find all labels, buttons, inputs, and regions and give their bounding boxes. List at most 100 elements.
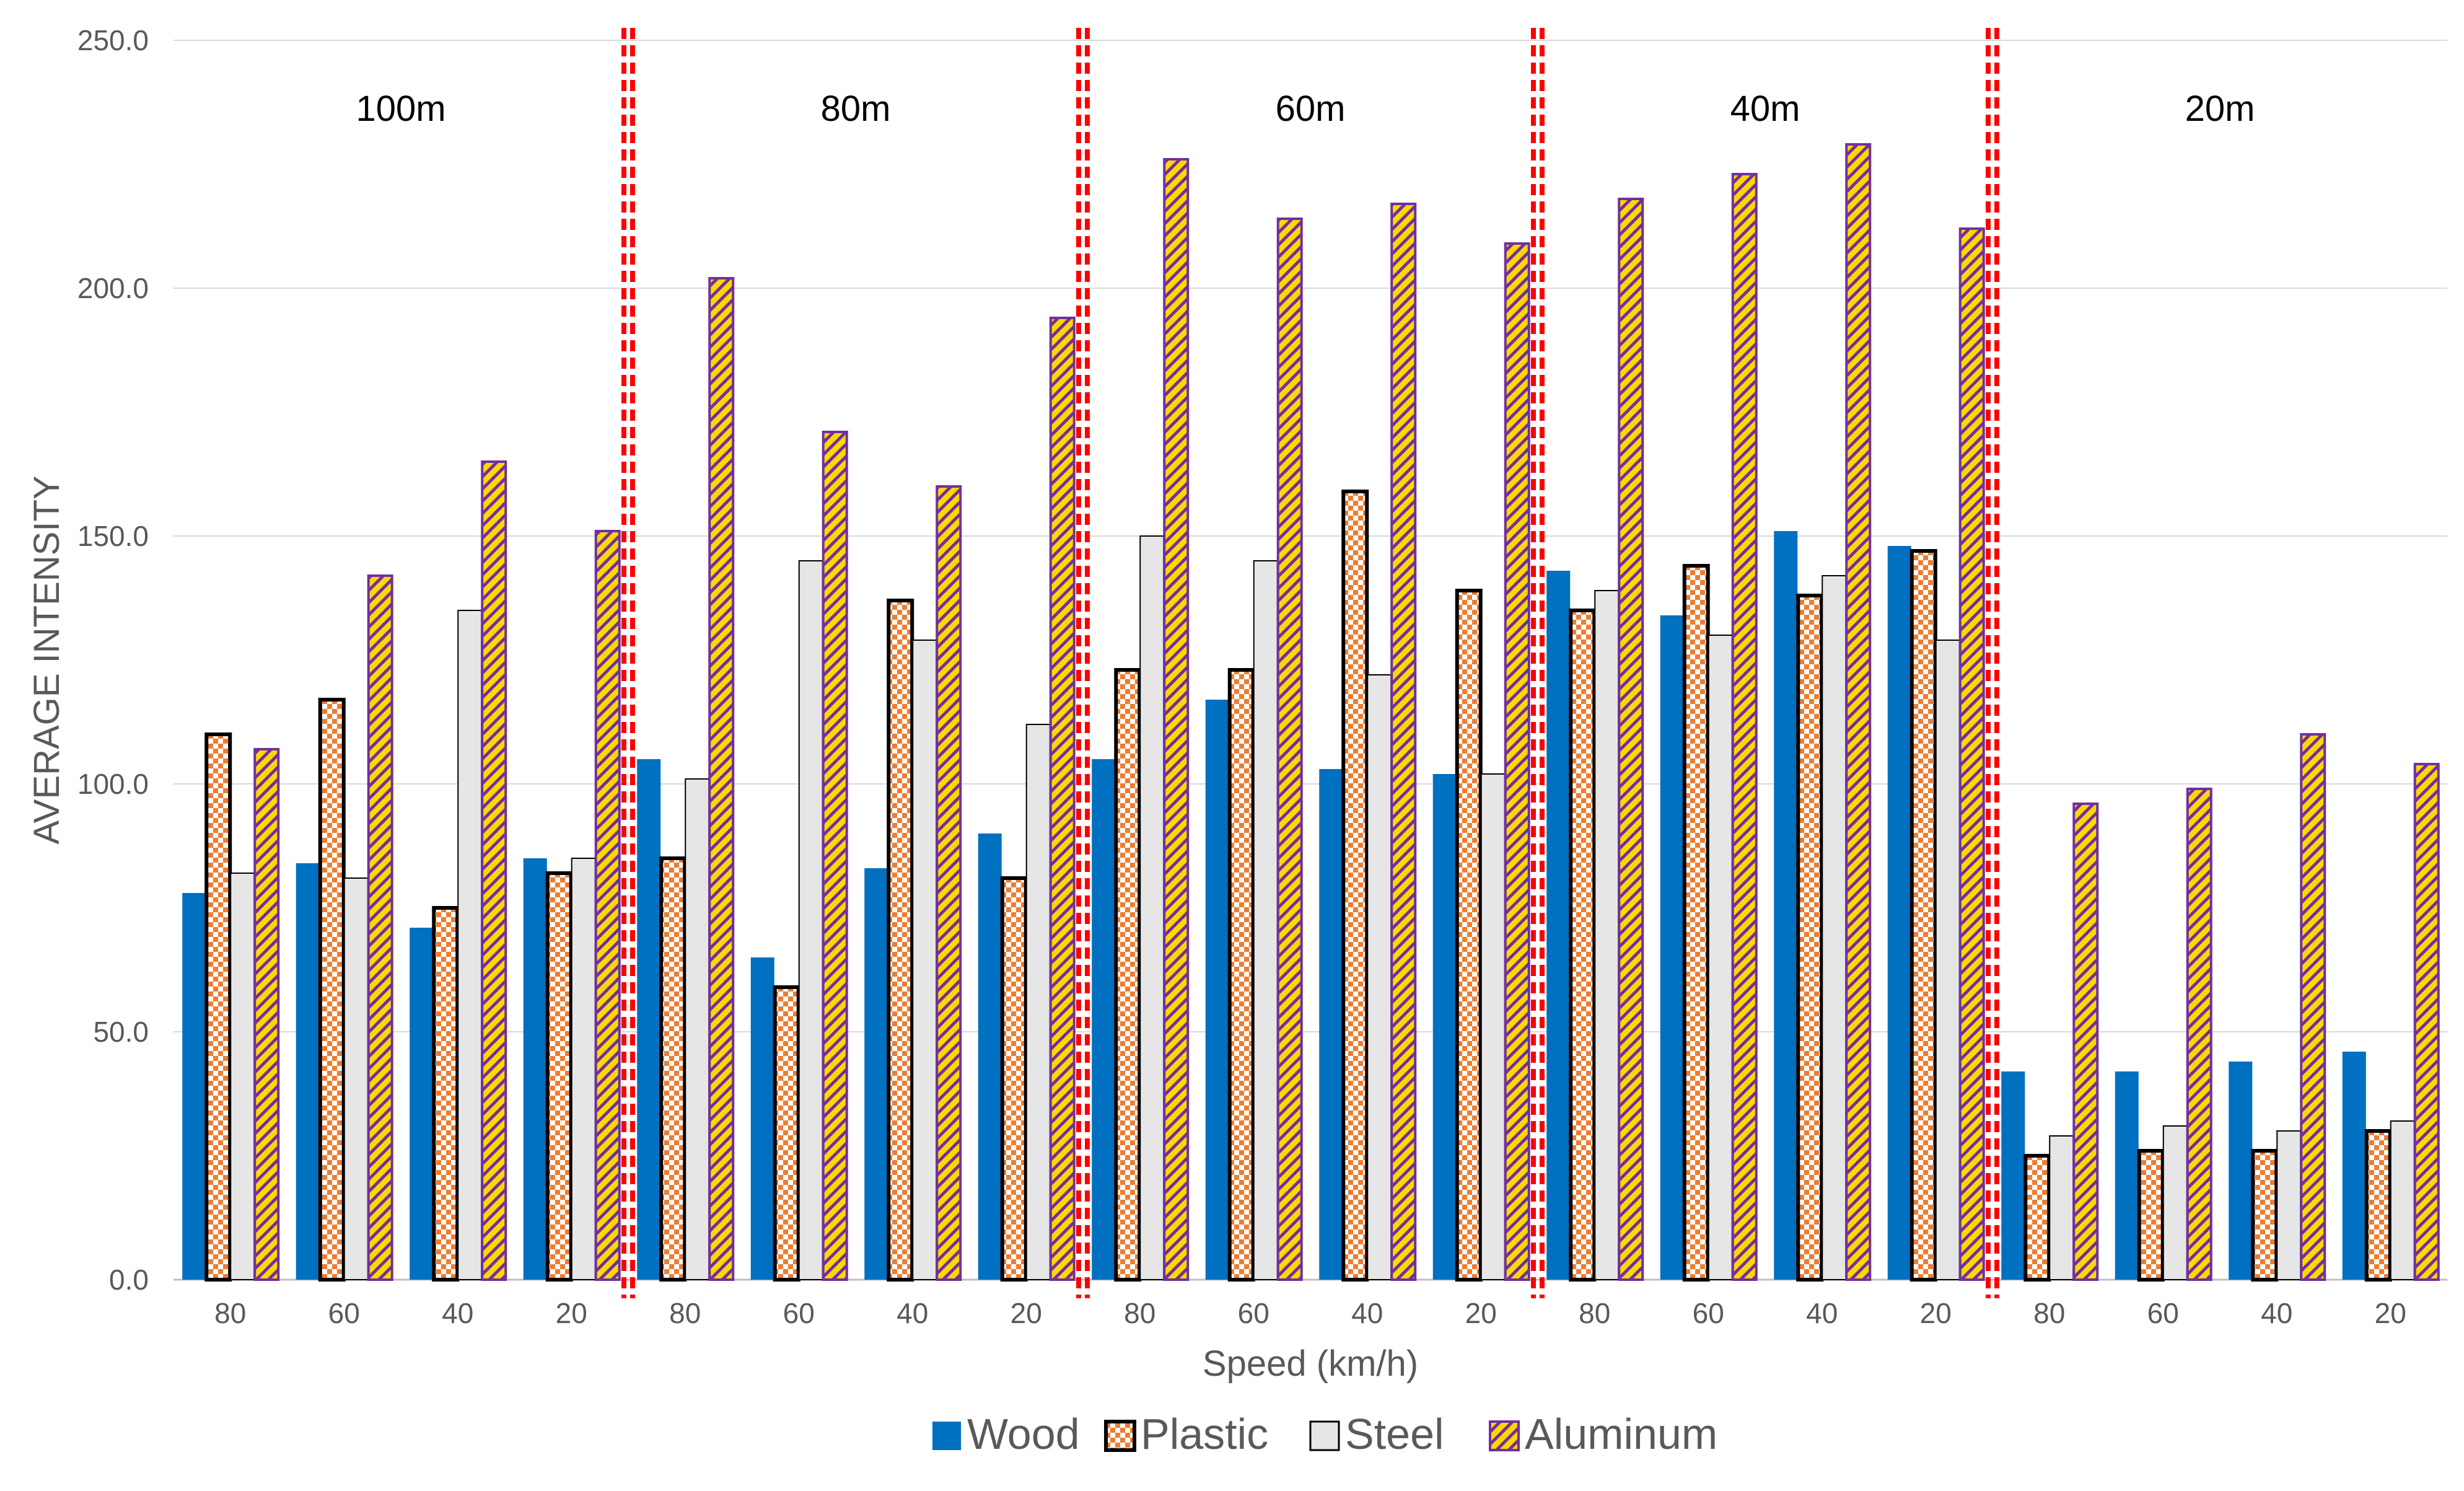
bar-wood	[2001, 1071, 2025, 1280]
legend: Wood Plastic Steel Aluminum	[932, 1410, 1717, 1458]
bar-wood	[2342, 1052, 2366, 1280]
y-tick-label: 50.0	[93, 1016, 149, 1048]
bar-steel	[2276, 1130, 2302, 1280]
bar-plastic	[1569, 609, 1597, 1282]
bar-wood	[1319, 769, 1343, 1280]
legend-label-wood: Wood	[967, 1410, 1080, 1458]
x-tick-label: 80	[1579, 1297, 1610, 1329]
bar-aluminum	[367, 574, 393, 1281]
bar-plastic	[432, 906, 460, 1282]
legend-label-steel: Steel	[1345, 1410, 1444, 1458]
x-tick-label: 60	[1693, 1297, 1724, 1329]
bar-aluminum	[1504, 242, 1530, 1281]
bar-plastic	[1000, 876, 1028, 1282]
bar-aluminum	[594, 530, 621, 1281]
y-tick-label: 250.0	[77, 24, 149, 56]
bar-plastic	[1114, 668, 1142, 1282]
x-tick-label: 40	[897, 1297, 928, 1329]
bar-plastic	[204, 732, 232, 1282]
bar-wood	[1432, 774, 1457, 1280]
bar-steel	[1708, 635, 1733, 1280]
bar-wood	[750, 957, 774, 1280]
bar-steel	[230, 873, 255, 1280]
bar-steel	[1822, 575, 1847, 1280]
legend-swatch-aluminum	[1489, 1420, 1520, 1451]
bar-steel	[571, 858, 596, 1280]
bar-wood	[1660, 615, 1684, 1280]
bar-steel	[912, 640, 937, 1280]
bar-plastic	[659, 856, 687, 1282]
bar-aluminum	[1731, 173, 1758, 1281]
bar-steel	[2162, 1125, 2188, 1280]
bar-aluminum	[2413, 763, 2440, 1281]
x-tick-label: 20	[2375, 1297, 2406, 1329]
bar-aluminum	[2072, 803, 2099, 1281]
x-tick-label: 20	[556, 1297, 587, 1329]
bar-wood	[978, 833, 1002, 1280]
x-tick-label: 40	[2261, 1297, 2292, 1329]
bar-steel	[1935, 640, 1960, 1280]
x-axis-title: Speed (km/h)	[1203, 1344, 1418, 1384]
legend-label-aluminum: Aluminum	[1525, 1410, 1717, 1458]
x-tick-label: 60	[328, 1297, 360, 1329]
y-tick-label: 150.0	[77, 520, 149, 552]
legend-swatch-steel	[1309, 1420, 1340, 1451]
bar-plastic	[1455, 589, 1483, 1282]
bar-wood	[410, 928, 434, 1280]
x-tick-label: 20	[1011, 1297, 1042, 1329]
group-label: 60m	[1276, 89, 1346, 129]
y-tick-label: 200.0	[77, 272, 149, 304]
bar-plastic	[773, 985, 800, 1282]
bar-steel	[798, 560, 823, 1280]
bar-wood	[1774, 531, 1798, 1280]
bar-aluminum	[1618, 198, 1644, 1281]
x-tick-label: 80	[669, 1297, 701, 1329]
bar-wood	[2229, 1062, 2253, 1280]
bars	[182, 143, 2440, 1282]
bar-aluminum	[1163, 158, 1190, 1281]
bar-plastic	[2023, 1154, 2051, 1282]
bar-wood	[1546, 571, 1571, 1280]
bar-aluminum	[2186, 788, 2212, 1281]
bar-plastic	[318, 698, 346, 1282]
group-label: 80m	[821, 89, 891, 129]
x-tick-label: 80	[214, 1297, 246, 1329]
bar-steel	[1025, 724, 1051, 1280]
bar-wood	[1887, 546, 1911, 1280]
bar-wood	[182, 893, 206, 1280]
y-tick-label: 0.0	[109, 1264, 149, 1296]
bar-plastic	[2137, 1149, 2165, 1282]
bar-steel	[685, 778, 710, 1280]
bar-aluminum	[253, 748, 280, 1281]
legend-label-plastic: Plastic	[1141, 1410, 1268, 1458]
bar-aluminum	[481, 460, 507, 1281]
x-tick-label: 60	[783, 1297, 815, 1329]
bar-plastic	[2251, 1149, 2279, 1282]
bar-plastic	[545, 871, 573, 1282]
bar-plastic	[1341, 490, 1369, 1282]
bar-steel	[457, 610, 483, 1280]
group-separators	[621, 28, 1999, 1298]
bar-aluminum	[1958, 227, 1985, 1281]
x-tick-label: 20	[1465, 1297, 1497, 1329]
bar-wood	[1205, 700, 1229, 1280]
bar-aluminum	[1845, 143, 1872, 1281]
bar-aluminum	[1276, 218, 1303, 1281]
y-tick-label: 100.0	[77, 768, 149, 800]
gridlines	[173, 40, 2447, 1281]
x-tick-label: 60	[1238, 1297, 1269, 1329]
bar-plastic	[1909, 549, 1937, 1282]
bar-plastic	[1682, 564, 1710, 1282]
x-tick-label: 60	[2147, 1297, 2179, 1329]
bar-steel	[2049, 1135, 2074, 1280]
x-tick-label: 40	[1351, 1297, 1383, 1329]
x-axis-ticks: 80 60 40 20 80 60 40 20 80 60 40 20 80 60 40 20 80 60 40 20	[214, 1297, 2406, 1329]
legend-swatch-wood	[932, 1422, 961, 1450]
x-tick-label: 40	[442, 1297, 473, 1329]
group-label: 40m	[1730, 89, 1800, 129]
bar-plastic	[1796, 594, 1824, 1282]
x-tick-label: 20	[1920, 1297, 1952, 1329]
group-label: 100m	[356, 89, 445, 129]
x-tick-label: 40	[1806, 1297, 1838, 1329]
